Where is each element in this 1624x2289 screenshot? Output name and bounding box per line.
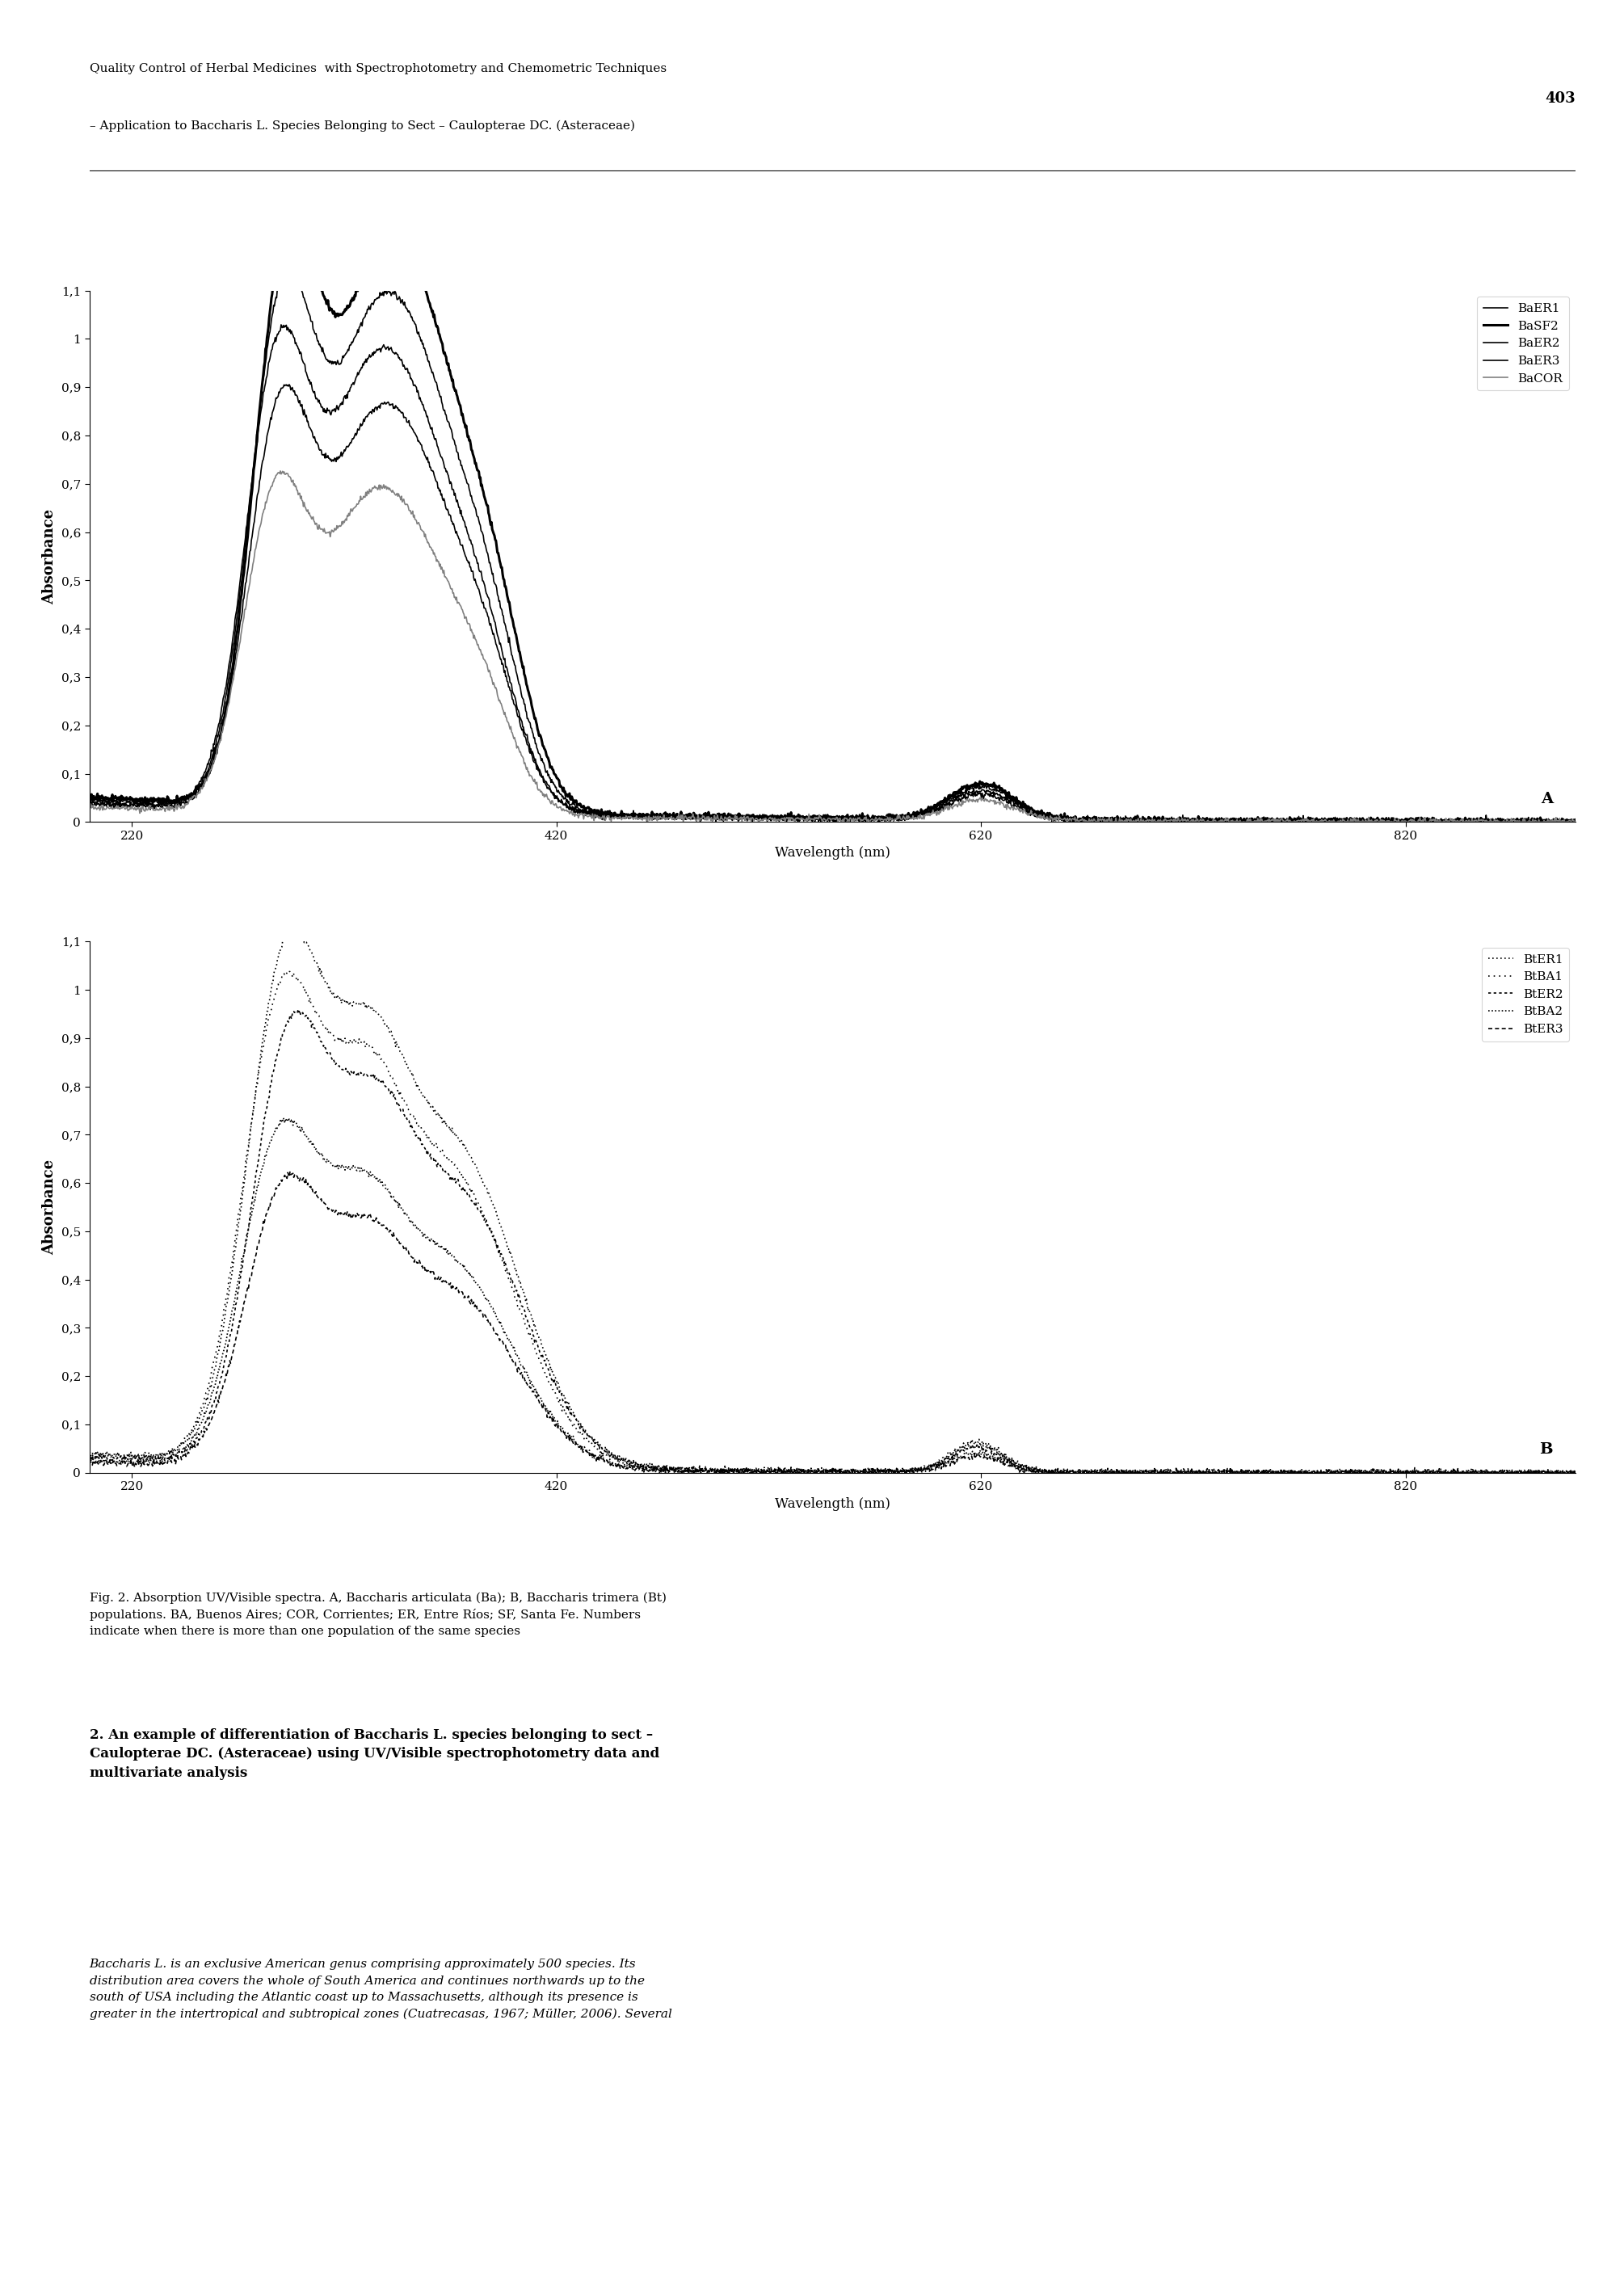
Legend: BtER1, BtBA1, BtER2, BtBA2, BtER3: BtER1, BtBA1, BtER2, BtBA2, BtER3: [1483, 948, 1569, 1041]
Text: A: A: [1541, 792, 1553, 806]
Text: Baccharis L. is an exclusive American genus comprising approximately 500 species: Baccharis L. is an exclusive American ge…: [89, 1959, 672, 2021]
Text: 403: 403: [1544, 92, 1575, 105]
Y-axis label: Absorbance: Absorbance: [42, 1161, 57, 1254]
Text: Fig. 2. Absorption UV/Visible spectra. A, Baccharis articulata (Ba); B, Bacchari: Fig. 2. Absorption UV/Visible spectra. A…: [89, 1593, 666, 1637]
Legend: BaER1, BaSF2, BaER2, BaER3, BaCOR: BaER1, BaSF2, BaER2, BaER3, BaCOR: [1478, 298, 1569, 391]
Text: B: B: [1540, 1442, 1553, 1456]
Text: Quality Control of Herbal Medicines  with Spectrophotometry and Chemometric Tech: Quality Control of Herbal Medicines with…: [89, 62, 666, 73]
Text: – Application to Baccharis L. Species Belonging to Sect – Caulopterae DC. (Aster: – Application to Baccharis L. Species Be…: [89, 119, 635, 130]
X-axis label: Wavelength (nm): Wavelength (nm): [775, 847, 890, 861]
Text: 2. An example of differentiation of Baccharis L. species belonging to sect –
Cau: 2. An example of differentiation of Bacc…: [89, 1728, 659, 1781]
Y-axis label: Absorbance: Absorbance: [42, 508, 57, 604]
X-axis label: Wavelength (nm): Wavelength (nm): [775, 1497, 890, 1511]
